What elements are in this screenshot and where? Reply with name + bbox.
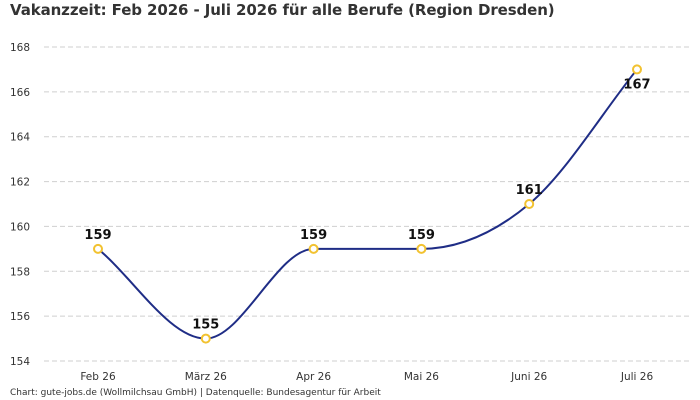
x-tick-label: Juli 26 [620, 371, 654, 383]
y-axis-ticks: 154 156 158 160 162 164 166 168 [10, 42, 30, 368]
data-label: 159 [300, 228, 327, 243]
data-labels: 159 155 159 159 161 167 [84, 77, 650, 332]
data-label: 155 [192, 318, 219, 333]
grid-lines [44, 46, 690, 362]
x-tick-label: Juni 26 [510, 371, 547, 383]
data-points [93, 64, 642, 344]
y-tick-label: 168 [10, 42, 30, 54]
y-tick-label: 158 [10, 266, 30, 278]
x-tick-label: März 26 [185, 371, 227, 383]
data-point [200, 333, 211, 344]
y-tick-label: 164 [10, 132, 30, 144]
data-label: 159 [84, 228, 111, 243]
data-point [632, 64, 642, 75]
data-point [416, 243, 427, 254]
x-tick-label: Feb 26 [80, 371, 116, 383]
data-point [308, 243, 319, 254]
y-tick-label: 162 [10, 177, 30, 189]
series-line [97, 68, 638, 340]
x-tick-label: Apr 26 [296, 371, 331, 383]
y-tick-label: 154 [10, 356, 30, 368]
data-label: 161 [516, 183, 543, 198]
chart-source-footer: Chart: gute-jobs.de (Wollmilchsau GmbH) … [10, 388, 381, 398]
y-tick-label: 166 [10, 87, 30, 99]
x-tick-label: Mai 26 [404, 371, 439, 383]
data-label: 159 [408, 228, 435, 243]
y-tick-label: 156 [10, 311, 30, 323]
data-point [93, 243, 103, 254]
x-axis-ticks: Feb 26 März 26 Apr 26 Mai 26 Juni 26 Juli 26 [80, 371, 653, 383]
y-tick-label: 160 [10, 221, 30, 233]
chart-title: Vakanzzeit: Feb 2026 - Juli 2026 für all… [10, 1, 555, 19]
data-point [524, 199, 535, 209]
data-label: 167 [623, 77, 650, 92]
